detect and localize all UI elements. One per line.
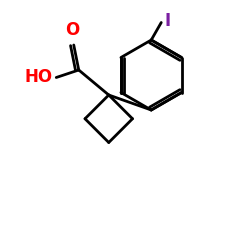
Text: I: I	[165, 12, 171, 30]
Text: HO: HO	[24, 68, 52, 86]
Text: O: O	[66, 21, 80, 39]
